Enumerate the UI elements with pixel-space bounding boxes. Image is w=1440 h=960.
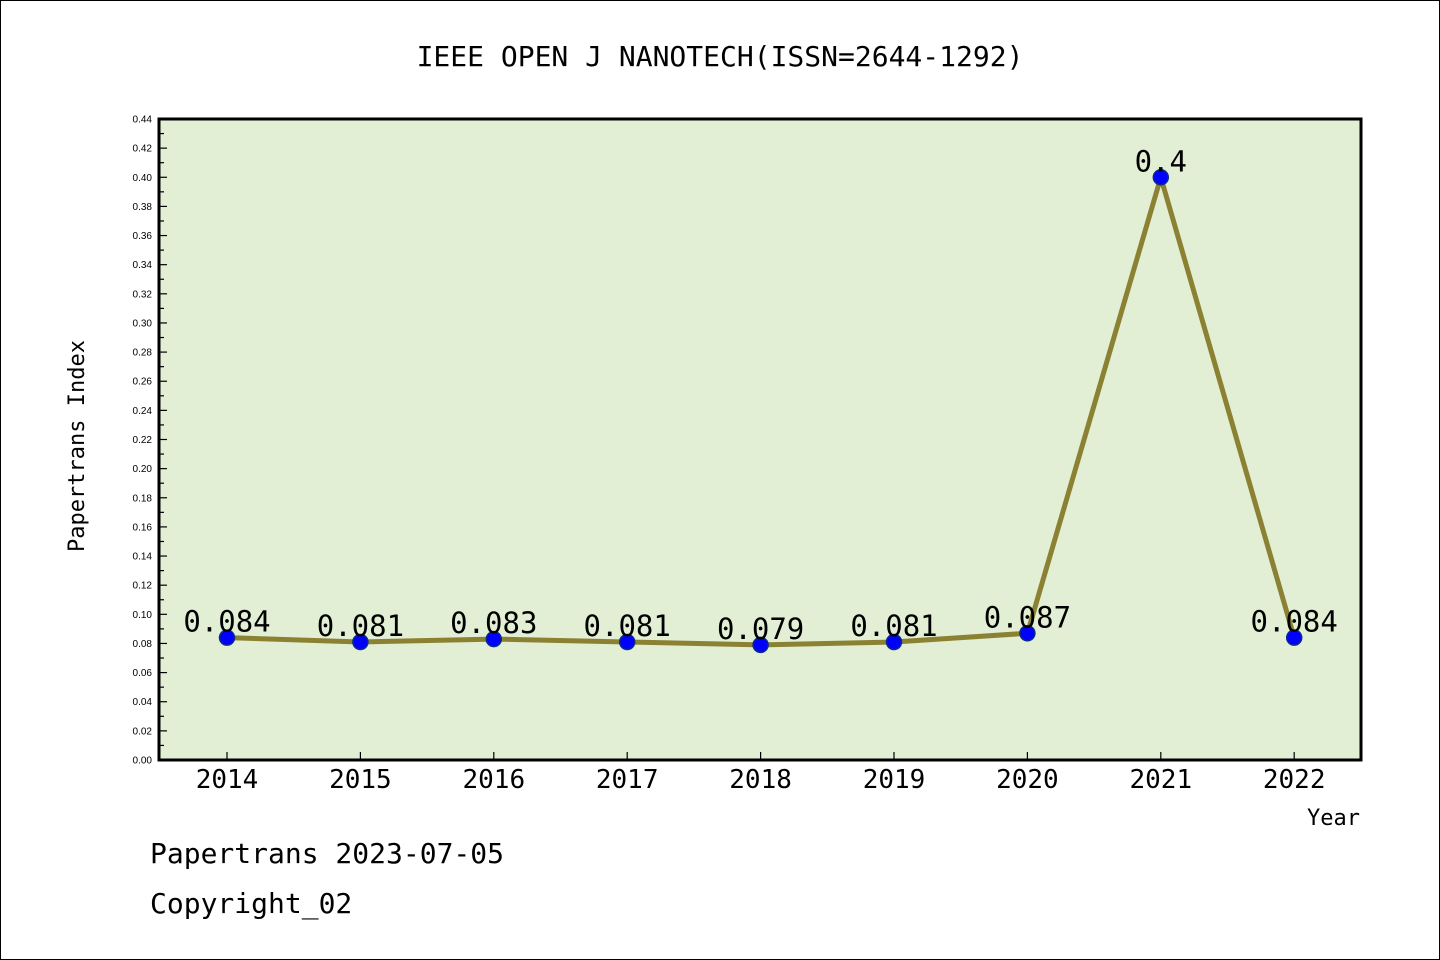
- chart-title: IEEE OPEN J NANOTECH(ISSN=2644-1292): [417, 40, 1024, 73]
- x-axis-label: Year: [1307, 806, 1360, 831]
- y-tick-label: 0.32: [133, 289, 153, 300]
- y-tick-label: 0.18: [133, 493, 153, 504]
- y-tick-label: 0.14: [133, 552, 153, 563]
- data-label: 0.081: [584, 609, 671, 643]
- data-label: 0.083: [450, 606, 537, 640]
- x-axis: 2014 2015 2016 2017 2018 2019 2020 2021 2022: [196, 752, 1326, 795]
- data-label: 0.087: [984, 600, 1071, 634]
- x-tick-label: 2015: [329, 765, 392, 795]
- data-label: 0.084: [183, 605, 270, 639]
- y-tick-label: 0.06: [133, 668, 153, 679]
- data-label: 0.081: [850, 609, 937, 643]
- x-tick-label: 2016: [462, 765, 525, 795]
- plot-area: [157, 117, 1363, 762]
- x-tick-label: 2019: [863, 765, 926, 795]
- data-point: [752, 636, 769, 654]
- data-point: [618, 633, 636, 651]
- y-tick-label: 0.08: [133, 639, 153, 650]
- y-tick-label: 0.34: [133, 260, 153, 271]
- y-tick-label: 0.42: [133, 144, 153, 155]
- x-tick-label: 2022: [1263, 765, 1326, 795]
- data-point: [1019, 625, 1036, 642]
- y-tick-label: 0.36: [133, 231, 153, 242]
- data-point: [485, 630, 503, 648]
- data-point: [352, 633, 369, 651]
- data-labels: 0.084 0.081 0.083 0.081 0.079 0.081 0.087 0.4 0.…: [183, 144, 1338, 646]
- x-tick-label: 2020: [996, 765, 1059, 795]
- y-tick-label: 0.38: [133, 202, 153, 213]
- data-label: 0.079: [717, 612, 804, 646]
- data-label: 0.081: [317, 609, 404, 643]
- y-tick-label: 0.16: [133, 522, 153, 533]
- y-tick-label: 0.30: [133, 318, 153, 329]
- y-tick-label: 0.22: [133, 435, 153, 446]
- data-label: 0.084: [1251, 605, 1338, 639]
- y-tick-label: 0.20: [133, 464, 153, 475]
- x-tick-label: 2014: [196, 765, 259, 795]
- data-point: [1285, 629, 1303, 646]
- data-point: [885, 633, 903, 651]
- data-points: [218, 169, 1303, 654]
- x-tick-label: 2021: [1129, 765, 1192, 795]
- y-tick-label: 0.40: [133, 173, 153, 184]
- y-tick-label: 0.26: [133, 377, 153, 388]
- x-tick-label: 2018: [729, 765, 792, 795]
- data-point: [218, 629, 236, 646]
- y-axis-label: Papertrans Index: [65, 340, 90, 552]
- y-tick-label: 0.04: [133, 697, 153, 708]
- footer-copyright: Copyright_02: [150, 887, 352, 921]
- y-tick-label: 0.12: [133, 581, 153, 592]
- footer-date: Papertrans 2023-07-05: [150, 837, 504, 870]
- data-label: 0.4: [1135, 144, 1187, 178]
- y-tick-label: 0.28: [133, 348, 153, 359]
- y-tick-label: 0.00: [133, 756, 153, 767]
- data-point: [1152, 169, 1170, 186]
- y-axis: 0.00 0.02 0.04 0.06 0.08 0.10 0.12 0.14 0.16 0.18…: [133, 115, 167, 767]
- y-tick-label: 0.44: [133, 115, 153, 126]
- y-tick-label: 0.02: [133, 726, 153, 737]
- y-tick-label: 0.10: [133, 610, 153, 621]
- x-tick-label: 2017: [596, 765, 659, 795]
- y-tick-label: 0.24: [133, 406, 153, 417]
